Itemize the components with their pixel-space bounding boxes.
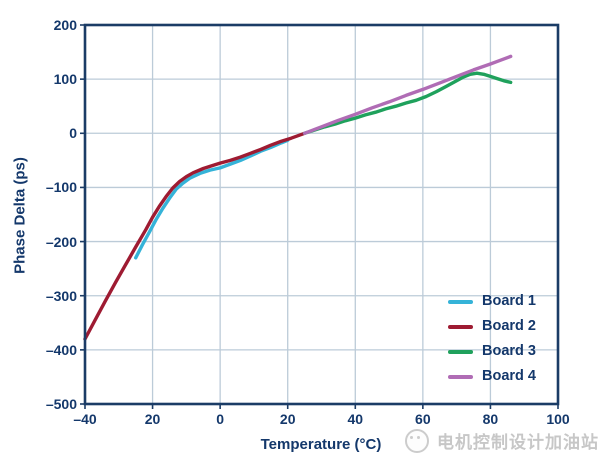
cat-logo-icon xyxy=(405,428,429,453)
y-tick-label: 200 xyxy=(53,17,77,33)
y-axis-title: Phase Delta (ps) xyxy=(11,157,29,274)
board-3-line-swatch xyxy=(448,349,473,354)
legend-label: Board 4 xyxy=(482,368,536,385)
x-tick-label: 80 xyxy=(482,411,499,427)
x-tick-label: –40 xyxy=(73,411,97,427)
legend-item-board-3: Board 3 xyxy=(448,339,536,364)
legend-label: Board 2 xyxy=(482,318,536,335)
y-tick-label: –300 xyxy=(45,287,77,304)
x-tick-label: 60 xyxy=(415,411,431,427)
legend-item-board-4: Board 4 xyxy=(448,364,536,389)
legend-item-board-2: Board 2 xyxy=(448,314,536,339)
watermark-text: 电机控制设计加油站 xyxy=(437,433,599,452)
legend-label: Board 1 xyxy=(482,293,536,310)
x-tick-label: 20 xyxy=(279,411,296,427)
legend: Board 1 Board 2 Board 3 Board 4 xyxy=(448,289,536,389)
watermark: 电机控制设计加油站 xyxy=(405,428,599,453)
x-tick-label: 100 xyxy=(546,411,570,427)
y-tick-label: –200 xyxy=(45,233,77,250)
board-4-line-swatch xyxy=(448,374,473,379)
x-tick-label: 40 xyxy=(347,411,364,427)
board-1-line-swatch xyxy=(448,299,473,304)
legend-item-board-1: Board 1 xyxy=(448,289,536,314)
board-2-line-swatch xyxy=(448,324,473,329)
x-tick-label: 20 xyxy=(144,411,161,427)
y-tick-label: –100 xyxy=(45,179,77,196)
x-axis-title: Temperature (°C) xyxy=(260,436,382,453)
y-tick-label: 0 xyxy=(69,125,77,142)
y-tick-label: –400 xyxy=(45,341,77,358)
x-tick-label: 0 xyxy=(216,411,225,427)
y-tick-label: –500 xyxy=(45,396,77,412)
legend-label: Board 3 xyxy=(482,343,536,360)
y-tick-label: 100 xyxy=(53,71,77,88)
